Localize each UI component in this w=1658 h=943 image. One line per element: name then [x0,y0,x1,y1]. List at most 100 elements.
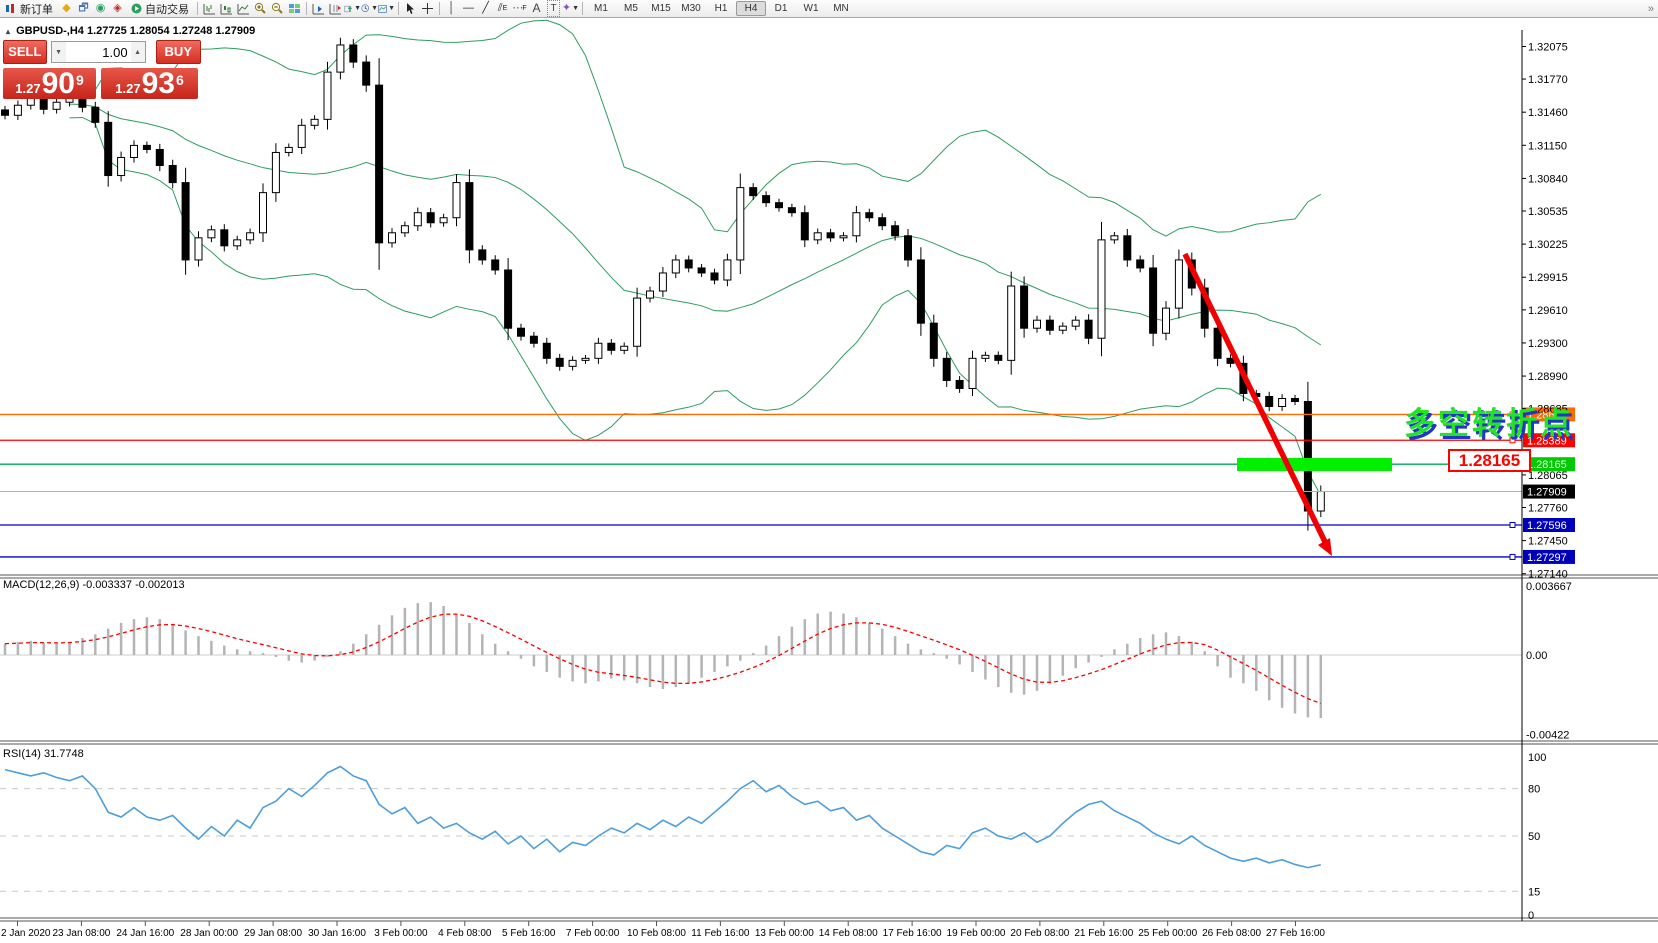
date-label[interactable]: 24 Jan 16:00 [116,928,174,939]
chart-shift-icon[interactable] [327,1,344,16]
volume-increase-button[interactable]: ▲ [130,42,145,62]
tf-h4[interactable]: H4 [736,1,766,16]
arrows-icon[interactable]: ✦ ▼ [561,2,580,14]
tf-m5[interactable]: M5 [624,3,638,14]
trendline-icon[interactable]: ╱ [482,2,489,14]
separator [439,2,440,15]
sell-button[interactable]: SELL [3,40,47,64]
rsi-line [4,765,1321,869]
charts-window-icon[interactable]: 🗗 [78,2,89,14]
date-label[interactable]: 3 Feb 00:00 [374,928,428,939]
horizontal-line-icon[interactable]: — [463,2,474,14]
line-chart-icon[interactable] [235,1,252,16]
signals-icon[interactable]: ◉ [95,2,106,14]
candle-body [310,118,319,126]
text-label-icon[interactable]: T [545,0,562,17]
buy-price-big: 93 [141,67,175,100]
tf-w1[interactable]: W1 [803,3,819,14]
date-label[interactable]: 23 Jan 08:00 [52,928,110,939]
date-label[interactable]: 2 Jan 2020 [1,928,51,939]
gold-icon[interactable]: ◆ [62,2,71,14]
trend-arrow-head[interactable] [1318,538,1332,556]
annotation-text[interactable]: 多空转折点 [1404,406,1574,441]
date-label[interactable]: 10 Feb 08:00 [627,928,686,939]
price-line-label: 1.28631 [1527,409,1567,421]
candle-body [723,259,732,281]
date-label[interactable]: 5 Feb 16:00 [502,928,556,939]
line-handle[interactable] [1509,411,1516,418]
line-handle[interactable] [1509,522,1516,528]
volume-decrease-button[interactable]: ▼ [51,42,66,62]
candle-body [542,342,551,359]
date-label[interactable]: 19 Feb 00:00 [947,928,1006,939]
market-watch-icon[interactable]: ◈ [113,2,122,14]
text-icon[interactable]: A [532,1,541,15]
separator [306,2,307,15]
fibonacci-icon[interactable]: ⋯ F [512,2,527,14]
candle-body [1213,327,1222,359]
date-label[interactable]: 28 Jan 00:00 [180,928,238,939]
price-line-label: 1.27596 [1527,520,1567,532]
date-label[interactable]: 11 Feb 16:00 [691,928,750,939]
tf-h1[interactable]: H1 [714,3,728,14]
candle-body [336,44,345,73]
auto-scroll-icon[interactable] [310,1,327,16]
periods-icon[interactable]: ▼ [361,1,378,16]
line-handle[interactable] [1509,553,1516,560]
candle-body [271,151,280,194]
tf-m1[interactable]: M1 [594,3,608,14]
candle-body [658,272,667,292]
tf-d1[interactable]: D1 [774,3,788,14]
candle-body [813,232,822,241]
date-label[interactable]: 13 Feb 00:00 [755,928,814,939]
cursor-icon[interactable] [402,1,419,16]
highlight-rectangle[interactable] [1237,458,1392,471]
bar-chart-icon[interactable] [201,1,218,16]
candle-body [800,212,809,241]
tile-windows-icon[interactable] [286,1,303,16]
price-axis-label: 1.31460 [1528,107,1568,119]
date-label[interactable]: 20 Feb 08:00 [1010,928,1069,939]
new-order-button[interactable]: 新订单 [0,1,58,16]
equidistant-channel-icon[interactable]: ⫽ E [497,2,508,14]
date-label[interactable]: 25 Feb 00:00 [1138,928,1197,939]
date-label[interactable]: 26 Feb 08:00 [1202,928,1261,939]
date-label[interactable]: 30 Jan 16:00 [308,928,366,939]
rsi-axis-label: 80 [1528,784,1540,796]
price-callout-box[interactable]: 1.28165 [1448,449,1531,472]
candle-body [181,182,190,261]
date-label[interactable]: 27 Feb 16:00 [1266,928,1325,939]
candle-body [1316,491,1325,512]
candle-body [478,249,487,261]
trend-arrow[interactable] [1182,252,1330,548]
tf-m30[interactable]: M30 [681,3,701,14]
candle-body [1045,319,1054,331]
auto-trading-button[interactable]: 自动交易 [126,1,194,16]
tf-m15[interactable]: M15 [651,3,671,14]
date-label[interactable]: 17 Feb 16:00 [883,928,942,939]
toolbar-overflow-icon[interactable]: » [1647,2,1654,15]
vertical-line-icon[interactable]: │ [448,2,455,14]
candles [1,37,1325,531]
date-label[interactable]: 7 Feb 00:00 [566,928,620,939]
candlestick-chart-icon[interactable] [218,1,235,16]
candle-body [362,61,371,86]
buy-price-panel[interactable]: 1.27 93 6 [101,68,198,99]
zoom-out-icon[interactable] [269,1,286,16]
date-label[interactable]: 21 Feb 16:00 [1074,928,1133,939]
buy-button[interactable]: BUY [155,40,201,64]
price-axis-label: 1.27450 [1528,536,1568,548]
volume-input[interactable] [65,42,131,62]
crosshair-icon[interactable] [419,1,436,16]
zoom-in-icon[interactable] [252,1,269,16]
date-label[interactable]: 4 Feb 08:00 [438,928,492,939]
date-label[interactable]: 14 Feb 08:00 [819,928,878,939]
sell-price-panel[interactable]: 1.27 90 9 [3,68,96,99]
tf-mn[interactable]: MN [833,3,849,14]
candle-body [904,235,912,261]
templates-icon[interactable]: ▼ [378,1,395,16]
add-indicator-icon[interactable]: ▼ [344,1,361,16]
line-handle[interactable] [1509,437,1516,444]
date-label[interactable]: 29 Jan 08:00 [244,928,302,939]
